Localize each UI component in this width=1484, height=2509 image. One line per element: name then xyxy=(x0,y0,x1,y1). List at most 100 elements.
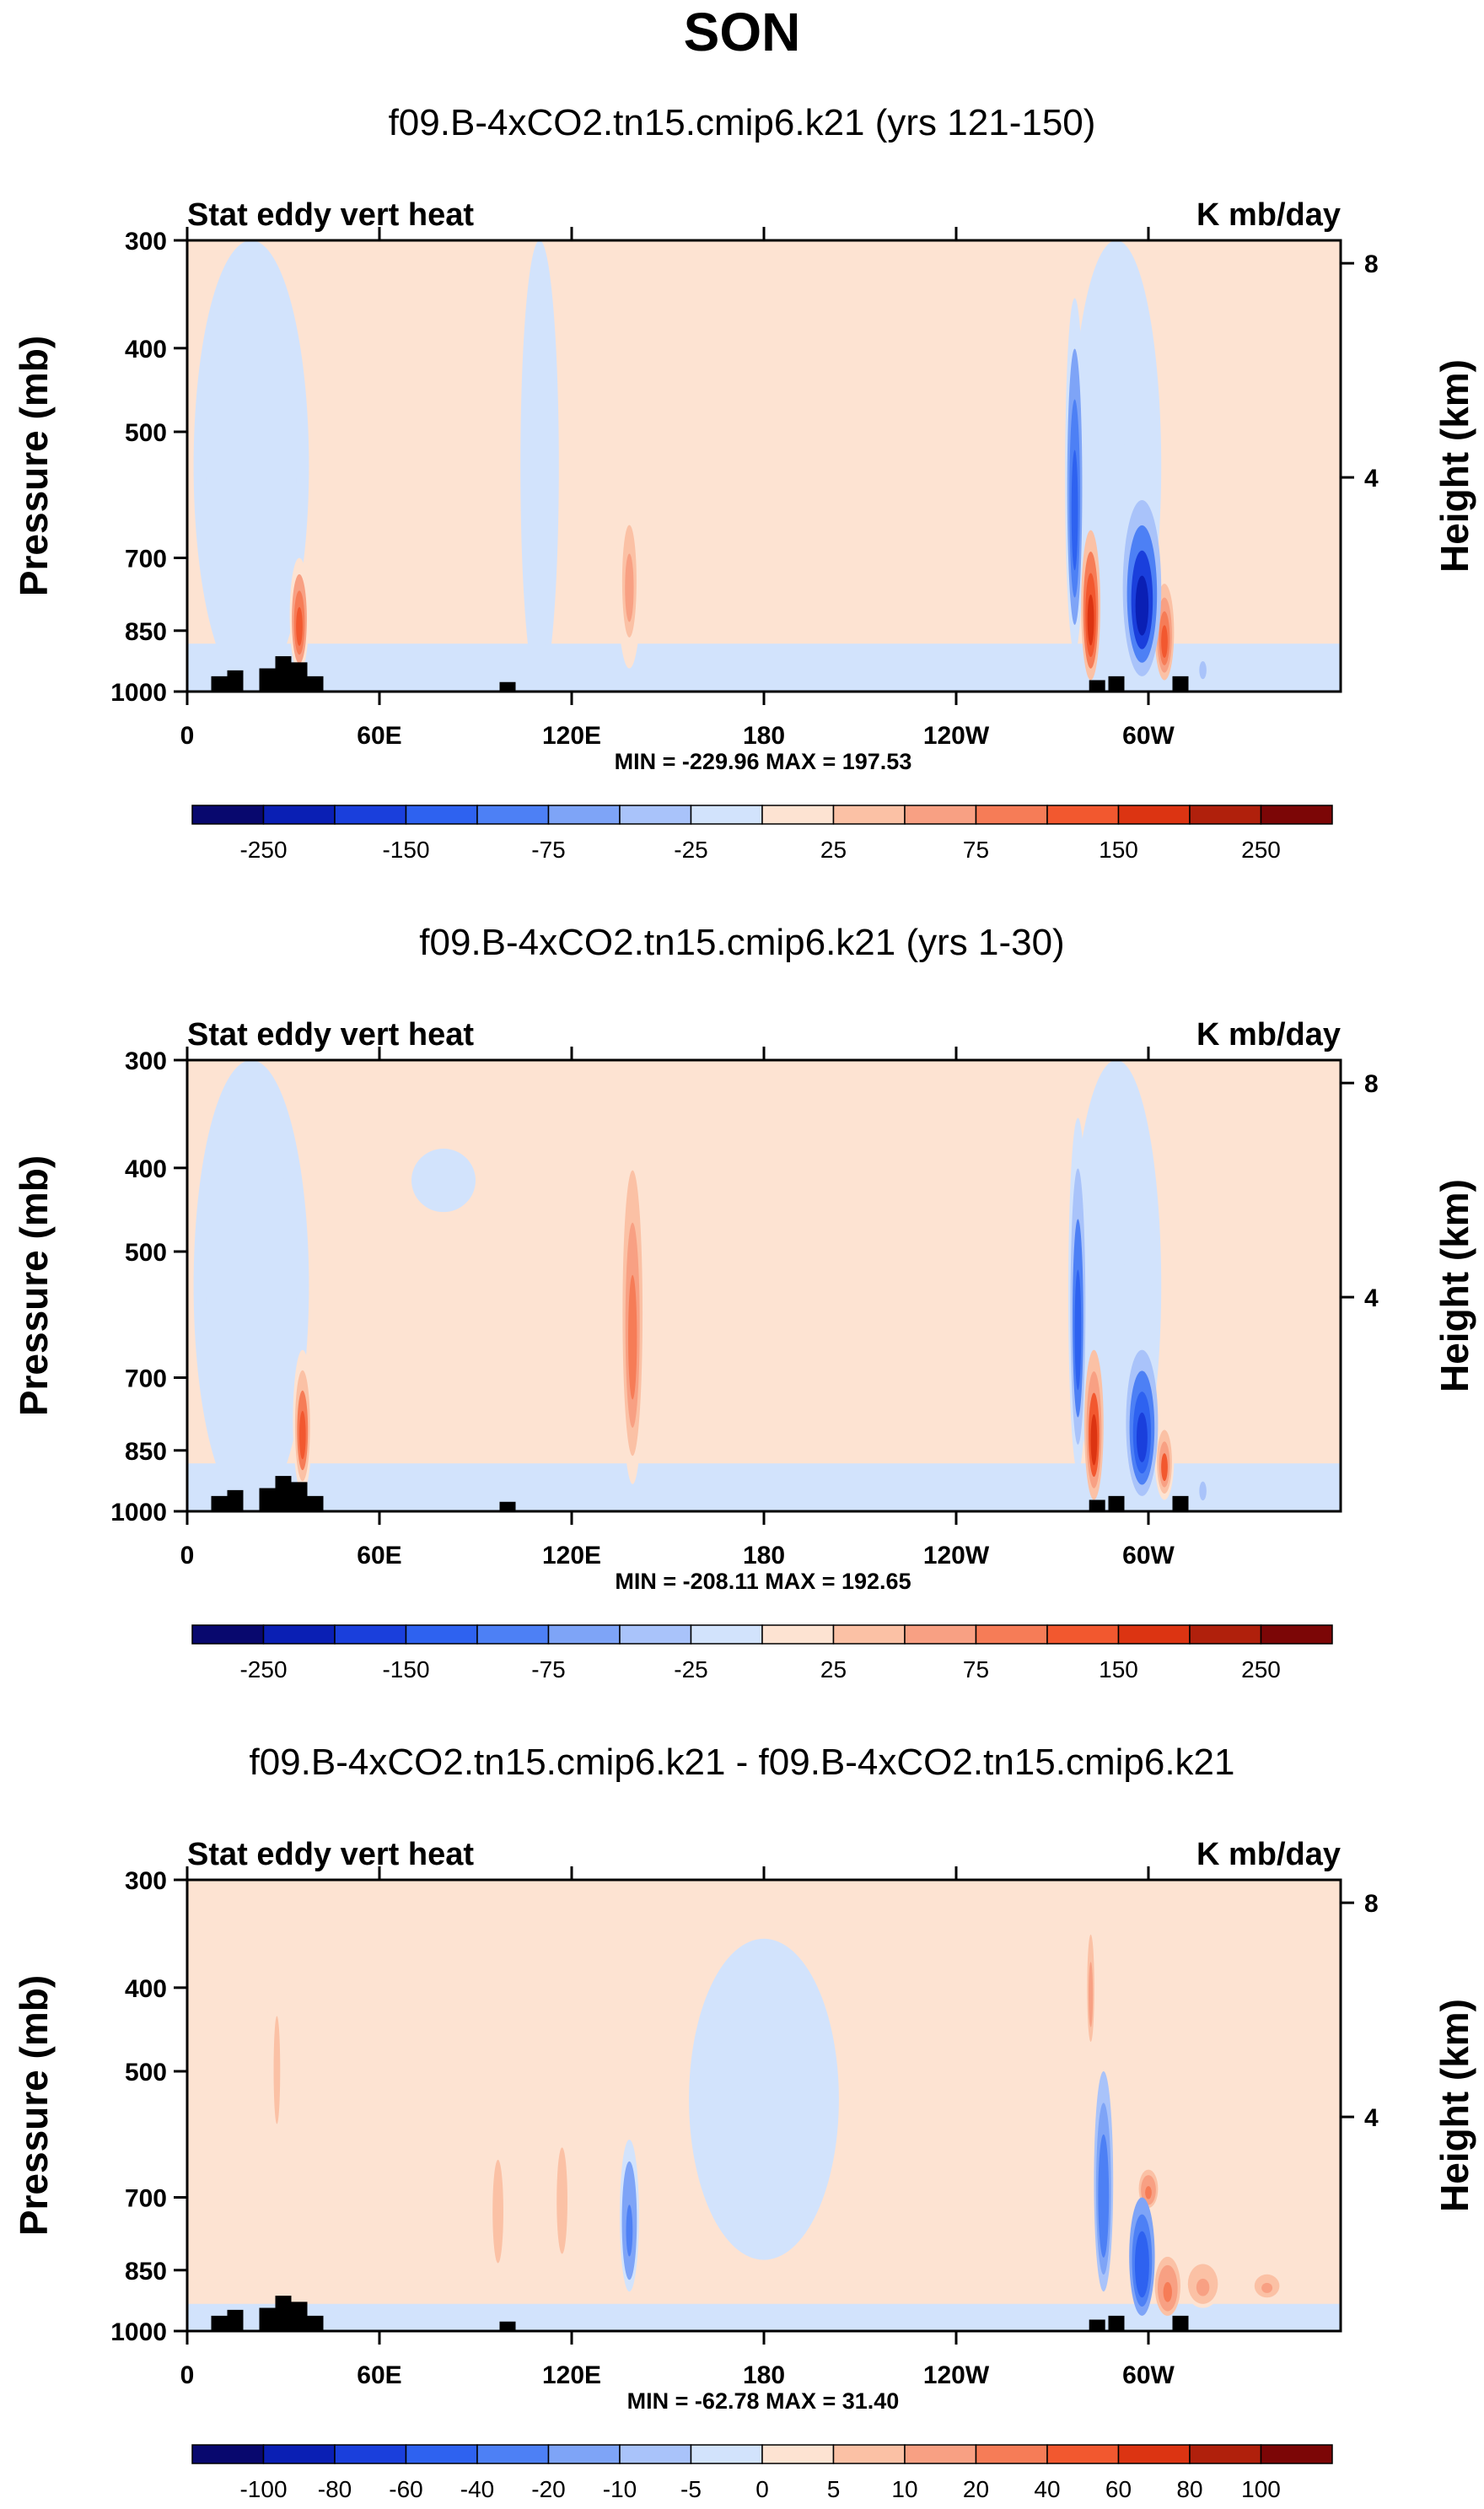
topography-mask xyxy=(291,1482,308,1511)
colorbar-label: 75 xyxy=(963,837,989,863)
colorbar-cell xyxy=(904,2444,977,2464)
right-tick-label: 4 xyxy=(1364,1284,1379,1312)
colorbar-label: -80 xyxy=(318,2476,352,2502)
x-tick-label: 120E xyxy=(542,722,601,750)
colorbar-cell xyxy=(975,2444,1048,2464)
colorbar-cell xyxy=(690,2444,763,2464)
colorbar-cell xyxy=(334,2444,407,2464)
colorbar-label: 20 xyxy=(963,2476,989,2502)
colorbar-label: -250 xyxy=(239,1656,287,1683)
colorbar-label: -20 xyxy=(531,2476,565,2502)
contour-feature xyxy=(1196,2278,1210,2296)
field-label: Stat eddy vert heat xyxy=(187,197,474,233)
contour-field xyxy=(187,1880,1341,2331)
topography-mask xyxy=(1089,680,1105,692)
topography-mask xyxy=(291,2302,308,2331)
x-tick-label: 0 xyxy=(180,1542,195,1569)
contour-field xyxy=(187,240,1341,692)
topography-mask xyxy=(1172,2315,1189,2331)
colorbar-cell xyxy=(262,1624,336,1645)
colorbar-cell xyxy=(262,2444,336,2464)
x-tick-label: 120W xyxy=(923,2361,990,2389)
topography-mask xyxy=(259,2307,276,2331)
contour-feature xyxy=(1261,2282,1273,2293)
colorbar-label: 100 xyxy=(1241,2476,1281,2502)
colorbar-cell xyxy=(476,1624,550,1645)
contour-feature xyxy=(1089,1962,1094,2027)
contour-feature xyxy=(273,2016,281,2124)
contour-feature xyxy=(1201,665,1206,677)
colorbar-cell xyxy=(1260,2444,1333,2464)
x-tick-label: 180 xyxy=(743,2361,785,2389)
colorbar-cell xyxy=(1260,1624,1333,1645)
contour-feature xyxy=(625,553,634,622)
colorbar-cell xyxy=(1117,805,1191,825)
y-tick-label: 1000 xyxy=(110,679,167,707)
topography-mask xyxy=(307,676,324,692)
y-tick-label: 400 xyxy=(125,1155,167,1183)
right-tick-label: 4 xyxy=(1364,2104,1379,2132)
y2-axis-title: Height (km) xyxy=(1433,359,1476,573)
colorbar-cell xyxy=(334,1624,407,1645)
topography-mask xyxy=(1108,1495,1125,1511)
contour-feature xyxy=(1071,450,1078,571)
panel-2: f09.B-4xCO2.tn15.cmip6.k21 (yrs 1-30) Sta… xyxy=(12,922,1476,1683)
topography-mask xyxy=(275,2296,292,2331)
x-tick-label: 120W xyxy=(923,722,990,750)
contour-feature xyxy=(1100,1253,1132,1408)
colorbar-cell xyxy=(405,805,478,825)
contour-feature xyxy=(1135,575,1149,636)
colorbar: -250 -150 -75 -25 25 75 150 250 xyxy=(191,805,1333,863)
colorbar-label: -75 xyxy=(531,1656,565,1683)
y-tick-label: 500 xyxy=(125,419,167,447)
contour-feature xyxy=(628,1274,637,1400)
contour-feature xyxy=(231,1253,272,1408)
x-tick-label: 120E xyxy=(542,1542,601,1569)
x-tick-label: 60E xyxy=(357,2361,401,2389)
contour-feature xyxy=(296,606,303,646)
low-level-band xyxy=(187,2303,1341,2331)
colorbar-cell xyxy=(476,805,550,825)
contour-feature xyxy=(1100,2166,1107,2241)
contour-feature xyxy=(558,2174,566,2240)
contour-feature xyxy=(1090,1413,1098,1466)
colorbar-cell xyxy=(405,1624,478,1645)
colorbar-label: -250 xyxy=(239,837,287,863)
colorbar-label: 25 xyxy=(820,837,847,863)
field-label: Stat eddy vert heat xyxy=(187,1017,474,1053)
contour-feature xyxy=(1161,1453,1168,1482)
colorbar-cell xyxy=(547,2444,621,2464)
y2-axis-title: Height (km) xyxy=(1433,1999,1476,2212)
colorbar-cell xyxy=(191,1624,265,1645)
colorbar-label: 250 xyxy=(1241,837,1281,863)
y-tick-label: 500 xyxy=(125,2059,167,2086)
x-tick-label: 120W xyxy=(923,1542,990,1569)
topography-mask xyxy=(211,2315,228,2331)
contour-feature xyxy=(1201,1486,1206,1499)
y-tick-label: 1000 xyxy=(110,1499,167,1526)
colorbar-cell xyxy=(334,805,407,825)
topography-mask xyxy=(227,670,244,692)
topography-mask xyxy=(307,1495,324,1511)
colorbar-label: -75 xyxy=(531,837,565,863)
colorbar-cell xyxy=(405,2444,478,2464)
min-max-label: MIN = -229.96 MAX = 197.53 xyxy=(615,749,912,774)
y-tick-label: 300 xyxy=(125,1047,167,1075)
panel-title: f09.B-4xCO2.tn15.cmip6.k21 (yrs 121-150) xyxy=(389,102,1096,143)
colorbar-cell xyxy=(1260,805,1333,825)
x-tick-label: 0 xyxy=(180,2361,195,2389)
colorbar-label: -150 xyxy=(382,1656,429,1683)
right-tick-label: 4 xyxy=(1364,465,1379,493)
y-axis-title: Pressure (mb) xyxy=(12,1975,56,2236)
topography-mask xyxy=(259,1488,276,1511)
contour-feature xyxy=(533,433,546,588)
colorbar-label: 75 xyxy=(963,1656,989,1683)
colorbar-cell xyxy=(547,1624,621,1645)
x-tick-label: 60E xyxy=(357,722,401,750)
topography-mask xyxy=(211,1495,228,1511)
y-tick-label: 400 xyxy=(125,336,167,363)
colorbar: -250 -150 -75 -25 25 75 150 250 xyxy=(191,1624,1333,1683)
right-tick-label: 8 xyxy=(1364,1890,1379,1918)
panel-3: f09.B-4xCO2.tn15.cmip6.k21 - f09.B-4xCO2… xyxy=(12,1742,1476,2502)
colorbar-cell xyxy=(904,1624,977,1645)
